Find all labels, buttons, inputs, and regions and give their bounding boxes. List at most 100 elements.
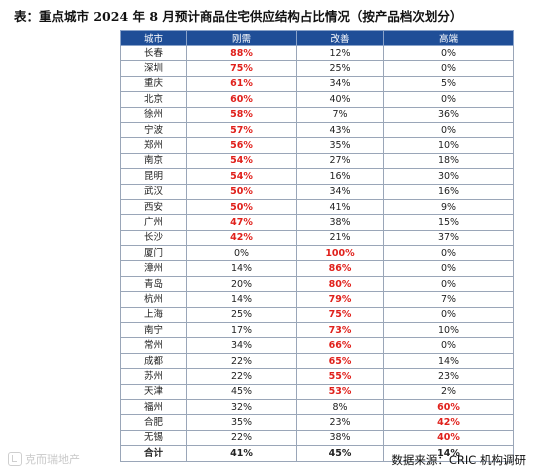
watermark-logo-icon: [8, 452, 22, 466]
rigid-cell: 88%: [186, 44, 297, 62]
improve-cell: 43%: [296, 121, 384, 139]
rigid-cell: 50%: [186, 198, 297, 216]
header-rigid: 刚需: [186, 30, 297, 46]
high-end-cell: 10%: [383, 137, 514, 154]
table-row: 厦门 0% 100% 0%: [120, 245, 514, 262]
rigid-cell: 56%: [186, 137, 297, 154]
city-cell: 广州: [120, 214, 187, 231]
table-row: 长春 88% 12% 0%: [120, 44, 514, 62]
rigid-cell: 25%: [186, 306, 297, 324]
table-row: 深圳 75% 25% 0%: [120, 60, 514, 77]
city-cell: 杭州: [120, 291, 187, 308]
high-end-cell: 10%: [383, 322, 514, 339]
improve-cell: 34%: [296, 75, 384, 93]
city-cell: 无锡: [120, 429, 187, 447]
high-end-cell: 7%: [383, 291, 514, 308]
table-row: 漳州 14% 86% 0%: [120, 260, 514, 277]
table-row: 宁波 57% 43% 0%: [120, 121, 514, 139]
city-cell: 昆明: [120, 168, 187, 185]
city-cell: 长沙: [120, 229, 187, 247]
high-end-cell: 0%: [383, 306, 514, 324]
table-row: 昆明 54% 16% 30%: [120, 168, 514, 185]
improve-cell: 25%: [296, 60, 384, 77]
header-row: 城市 刚需 改善 高端: [120, 30, 514, 46]
improve-cell: 73%: [296, 322, 384, 339]
table-row: 杭州 14% 79% 7%: [120, 291, 514, 308]
improve-cell: 80%: [296, 275, 384, 293]
high-end-cell: 37%: [383, 229, 514, 247]
rigid-cell: 58%: [186, 106, 297, 123]
header-city: 城市: [120, 30, 187, 46]
table-row: 无锡 22% 38% 40%: [120, 429, 514, 447]
table-row: 上海 25% 75% 0%: [120, 306, 514, 324]
rigid-cell: 57%: [186, 121, 297, 139]
table-row: 合肥 35% 23% 42%: [120, 414, 514, 431]
rigid-cell: 14%: [186, 291, 297, 308]
rigid-cell: 75%: [186, 60, 297, 77]
improve-cell: 38%: [296, 429, 384, 447]
rigid-cell: 60%: [186, 91, 297, 108]
city-cell: 郑州: [120, 137, 187, 154]
rigid-cell: 32%: [186, 398, 297, 416]
city-cell: 漳州: [120, 260, 187, 277]
total-row: 合计 41% 45% 14%: [120, 445, 514, 462]
header-improve: 改善: [296, 30, 384, 46]
rigid-cell: 47%: [186, 214, 297, 231]
improve-cell: 34%: [296, 183, 384, 200]
city-cell: 常州: [120, 337, 187, 354]
high-end-cell: 36%: [383, 106, 514, 123]
table-row: 武汉 50% 34% 16%: [120, 183, 514, 200]
high-end-cell: 0%: [383, 60, 514, 77]
high-end-cell: 0%: [383, 121, 514, 139]
city-cell: 厦门: [120, 245, 187, 262]
city-cell: 长春: [120, 44, 187, 62]
rigid-cell: 61%: [186, 75, 297, 93]
high-end-cell: 60%: [383, 398, 514, 416]
rigid-cell: 42%: [186, 229, 297, 247]
high-end-cell: 0%: [383, 275, 514, 293]
improve-cell: 16%: [296, 168, 384, 185]
table-row: 成都 22% 65% 14%: [120, 352, 514, 370]
improve-cell: 38%: [296, 214, 384, 231]
improve-cell: 23%: [296, 414, 384, 431]
table-row: 福州 32% 8% 60%: [120, 398, 514, 416]
rigid-cell: 22%: [186, 352, 297, 370]
high-end-cell: 42%: [383, 414, 514, 431]
rigid-cell: 17%: [186, 322, 297, 339]
table-title: 表：重点城市 2024 年 8 月预计商品住宅供应结构占比情况（按产品档次划分）: [14, 9, 463, 24]
supply-structure-table: 城市 刚需 改善 高端 长春 88% 12% 0% 深圳 75% 25% 0% 重庆 61% 34%…: [120, 30, 514, 462]
table-row: 青岛 20% 80% 0%: [120, 275, 514, 293]
improve-cell: 27%: [296, 152, 384, 170]
high-end-cell: 2%: [383, 383, 514, 400]
rigid-cell: 35%: [186, 414, 297, 431]
city-cell: 武汉: [120, 183, 187, 200]
rigid-cell: 14%: [186, 260, 297, 277]
rigid-cell: 54%: [186, 152, 297, 170]
city-cell: 成都: [120, 352, 187, 370]
watermark-text: 克而瑞地产: [25, 453, 80, 466]
table-row: 郑州 56% 35% 10%: [120, 137, 514, 154]
table-row: 苏州 22% 55% 23%: [120, 368, 514, 385]
table-row: 北京 60% 40% 0%: [120, 91, 514, 108]
rigid-cell: 54%: [186, 168, 297, 185]
total-rigid: 41%: [186, 445, 297, 462]
improve-cell: 79%: [296, 291, 384, 308]
total-improve: 45%: [296, 445, 384, 462]
high-end-cell: 9%: [383, 198, 514, 216]
table-row: 西安 50% 41% 9%: [120, 198, 514, 216]
improve-cell: 66%: [296, 337, 384, 354]
improve-cell: 65%: [296, 352, 384, 370]
rigid-cell: 0%: [186, 245, 297, 262]
high-end-cell: 0%: [383, 260, 514, 277]
high-end-cell: 23%: [383, 368, 514, 385]
city-cell: 北京: [120, 91, 187, 108]
table-row: 重庆 61% 34% 5%: [120, 75, 514, 93]
high-end-cell: 18%: [383, 152, 514, 170]
city-cell: 天津: [120, 383, 187, 400]
rigid-cell: 20%: [186, 275, 297, 293]
table-row: 徐州 58% 7% 36%: [120, 106, 514, 123]
total-high-end: 14%: [383, 445, 514, 462]
watermark: 克而瑞地产: [8, 451, 80, 467]
source-note: 数据来源：CRIC 机构调研: [391, 453, 526, 467]
table-row: 南宁 17% 73% 10%: [120, 322, 514, 339]
